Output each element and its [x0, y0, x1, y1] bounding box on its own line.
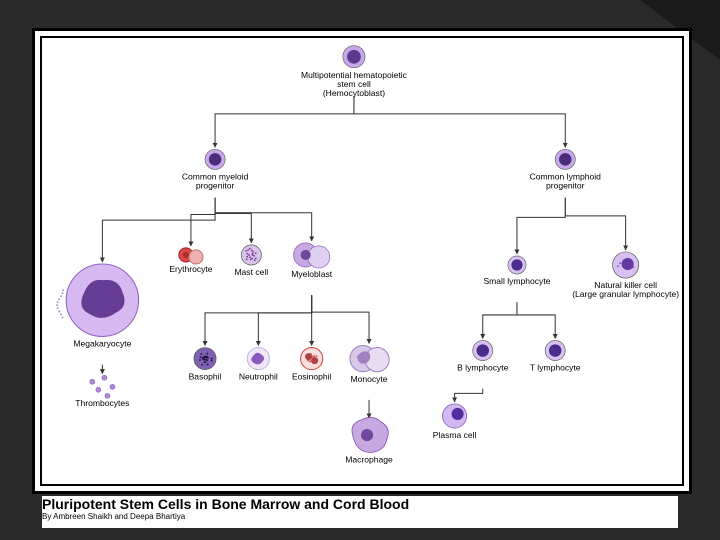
- svg-text:Basophil: Basophil: [189, 372, 222, 382]
- slide-byline: By Ambreen Shaikh and Deepa Bhartiya: [42, 512, 678, 521]
- svg-text:(Hemocytoblast): (Hemocytoblast): [323, 88, 385, 98]
- svg-text:Macrophage: Macrophage: [345, 454, 393, 464]
- diagram-inner-frame: Multipotential hematopoieticstem cell(He…: [40, 36, 684, 486]
- svg-text:(Large granular lymphocyte): (Large granular lymphocyte): [572, 289, 679, 299]
- svg-text:Mast cell: Mast cell: [234, 267, 268, 277]
- svg-text:Myeloblast: Myeloblast: [291, 269, 332, 279]
- svg-text:Eosinophil: Eosinophil: [292, 372, 332, 382]
- svg-text:progenitor: progenitor: [196, 181, 235, 191]
- svg-text:progenitor: progenitor: [546, 181, 585, 191]
- svg-text:Erythrocyte: Erythrocyte: [169, 264, 212, 274]
- svg-text:B lymphocyte: B lymphocyte: [457, 363, 509, 373]
- svg-text:Megakaryocyte: Megakaryocyte: [73, 339, 131, 349]
- svg-text:Small lymphocyte: Small lymphocyte: [483, 276, 550, 286]
- svg-text:Thrombocytes: Thrombocytes: [75, 398, 129, 408]
- svg-text:Plasma cell: Plasma cell: [433, 430, 477, 440]
- svg-text:Neutrophil: Neutrophil: [239, 372, 278, 382]
- svg-text:T lymphocyte: T lymphocyte: [530, 363, 581, 373]
- slide-title: Pluripotent Stem Cells in Bone Marrow an…: [42, 496, 678, 512]
- hematopoiesis-diagram: Multipotential hematopoieticstem cell(He…: [42, 38, 682, 484]
- svg-text:Monocyte: Monocyte: [351, 374, 388, 384]
- diagram-frame: Multipotential hematopoieticstem cell(He…: [32, 28, 692, 494]
- caption-area: Pluripotent Stem Cells in Bone Marrow an…: [42, 496, 678, 528]
